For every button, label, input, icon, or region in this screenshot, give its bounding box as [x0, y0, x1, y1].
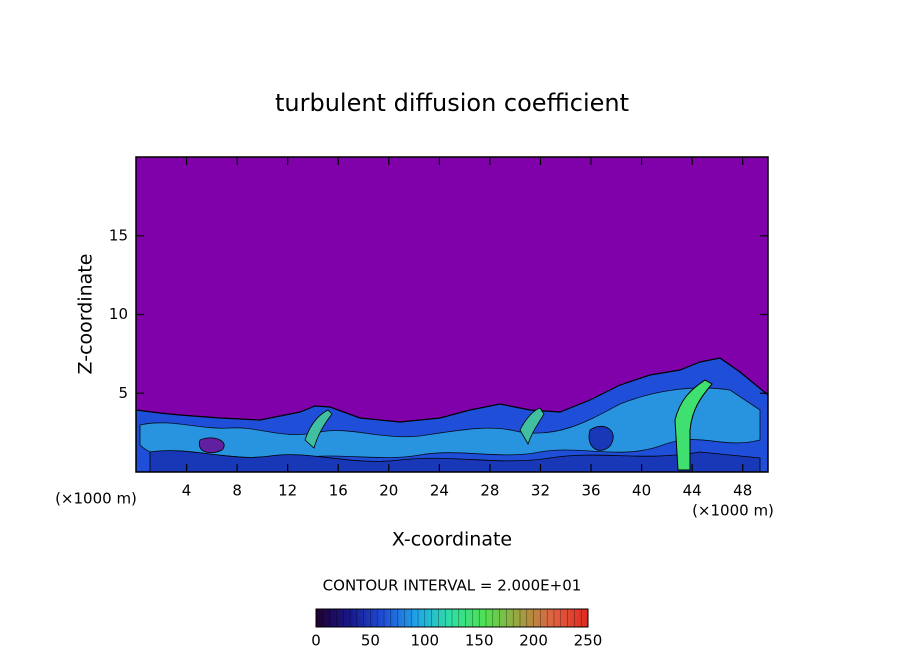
colorbar-tick-label: 100: [410, 632, 439, 650]
x-tick-label: 4: [182, 482, 192, 500]
x-tick-label: 32: [531, 482, 550, 500]
x-unit-label: (×1000 m): [692, 502, 774, 520]
y-unit-label: (×1000 m): [55, 490, 137, 508]
x-axis-label: X-coordinate: [392, 529, 512, 551]
x-tick-label: 48: [733, 482, 752, 500]
y-tick-label: 10: [109, 305, 128, 323]
x-tick-label: 36: [581, 482, 600, 500]
x-tick-label: 12: [278, 482, 297, 500]
y-tick-label: 5: [118, 384, 128, 402]
y-axis-label: Z-coordinate: [75, 254, 97, 375]
colorbar-tick-label: 0: [311, 632, 321, 650]
contour-interval: CONTOUR INTERVAL = 2.000E+01: [323, 577, 582, 595]
x-tick-label: 8: [232, 482, 242, 500]
colorbar-tick-label: 200: [519, 632, 548, 650]
chart-title: turbulent diffusion coefficient: [275, 89, 629, 117]
turbulent-field: [136, 357, 768, 472]
x-tick-label: 44: [683, 482, 702, 500]
x-tick-label: 24: [430, 482, 449, 500]
colorbar-tick-label: 50: [361, 632, 380, 650]
colorbar-tick-label: 250: [574, 632, 603, 650]
x-tick-label: 20: [379, 482, 398, 500]
x-tick-label: 16: [329, 482, 348, 500]
y-tick-label: 15: [109, 226, 128, 244]
x-tick-label: 40: [632, 482, 651, 500]
x-tick-label: 28: [480, 482, 499, 500]
colorbar-tick-label: 150: [465, 632, 494, 650]
